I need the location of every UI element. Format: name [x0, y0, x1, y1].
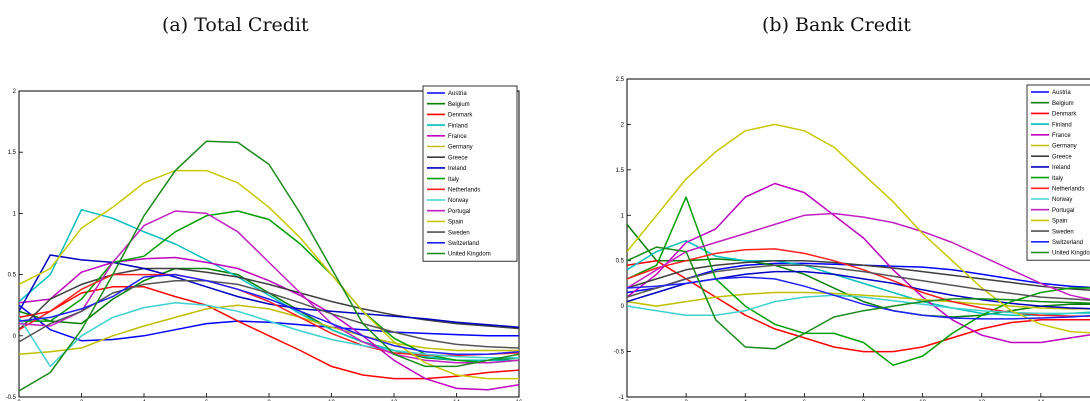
y-tick-label: 2 — [621, 122, 625, 128]
legend-label: Sweden — [448, 230, 470, 236]
legend-label: Switzerland — [1052, 240, 1083, 246]
chart-bank-credit: -1-0.500.511.522.502468101214AustriaBelg… — [614, 77, 1090, 401]
legend-label: Norway — [1052, 197, 1072, 203]
legend-label: Ireland — [1052, 165, 1070, 171]
caption-bank-credit: (b) Bank Credit — [762, 14, 911, 36]
legend-label: Denmark — [448, 113, 473, 119]
y-tick-label: -0.5 — [614, 350, 625, 356]
series-line-greece — [627, 259, 1090, 291]
y-tick-label: -0.5 — [6, 395, 17, 401]
legend-label: Portugal — [448, 209, 470, 215]
legend-label: Austria — [448, 91, 467, 97]
legend-label: Germany — [1052, 144, 1077, 150]
legend-label: United Kingdom — [448, 252, 491, 258]
series-line-denmark — [627, 259, 1090, 353]
legend-label: Netherlands — [448, 188, 480, 194]
legend-label: Ireland — [448, 166, 466, 172]
y-tick-label: 0.5 — [8, 273, 17, 279]
series-line-united-kingdom — [627, 246, 1090, 350]
chart-total-credit: -0.500.511.520246810121416AustriaBelgium… — [6, 85, 523, 401]
legend-label: Greece — [1052, 154, 1072, 160]
series-line-switzerland — [627, 276, 1090, 320]
series-line-germany — [19, 304, 519, 355]
legend-label: France — [448, 134, 467, 140]
series-line-norway — [627, 294, 1090, 316]
series-line-denmark — [19, 286, 519, 380]
legend-label: Spain — [1052, 219, 1067, 225]
y-tick-label: 1 — [13, 211, 17, 217]
y-tick-label: 1.5 — [616, 168, 625, 174]
series-line-portugal — [627, 212, 1090, 301]
series-line-switzerland — [19, 273, 519, 355]
series-line-finland — [19, 208, 519, 362]
y-tick-label: 0 — [13, 334, 17, 340]
legend-label: Denmark — [1052, 112, 1077, 118]
legend-label: United Kingdom — [1052, 251, 1090, 257]
legend-label: Sweden — [1052, 229, 1074, 235]
caption-total-credit: (a) Total Credit — [162, 14, 309, 36]
series-line-france — [19, 256, 519, 391]
legend-label: Belgium — [448, 102, 470, 108]
legend-label: Netherlands — [1052, 187, 1084, 193]
series-line-france — [627, 182, 1090, 344]
series-line-ireland — [19, 254, 519, 328]
series-line-italy — [627, 196, 1090, 366]
series-line-sweden — [627, 264, 1090, 301]
legend-label: Finland — [448, 123, 468, 129]
y-tick-label: 1 — [621, 213, 625, 219]
legend-label: Portugal — [1052, 208, 1074, 214]
y-tick-label: 0 — [621, 304, 625, 310]
legend-label: Spain — [448, 220, 463, 226]
series-line-norway — [19, 302, 519, 368]
series-line-portugal — [19, 210, 519, 364]
plot-frame — [626, 78, 1090, 398]
series-line-italy — [19, 210, 519, 364]
legend-label: Austria — [1052, 90, 1071, 96]
y-tick-label: 2 — [13, 89, 17, 95]
legend-label: Switzerland — [448, 241, 479, 247]
series-line-united-kingdom — [19, 140, 519, 392]
legend-label: Italy — [1052, 176, 1063, 182]
legend-label: Germany — [448, 145, 473, 151]
y-tick-label: 1.5 — [8, 150, 17, 156]
legend-label: France — [1052, 133, 1071, 139]
y-tick-label: 0.5 — [616, 259, 625, 265]
series-line-spain — [627, 123, 1090, 334]
series-line-belgium — [627, 223, 1090, 318]
legend-label: Italy — [448, 177, 459, 183]
y-tick-label: -1 — [619, 395, 625, 401]
legend-label: Norway — [448, 198, 468, 204]
legend-label: Finland — [1052, 122, 1072, 128]
series-line-sweden — [19, 279, 519, 349]
legend-label: Belgium — [1052, 101, 1074, 107]
legend-label: Greece — [448, 155, 468, 161]
y-tick-label: 2.5 — [616, 77, 625, 83]
